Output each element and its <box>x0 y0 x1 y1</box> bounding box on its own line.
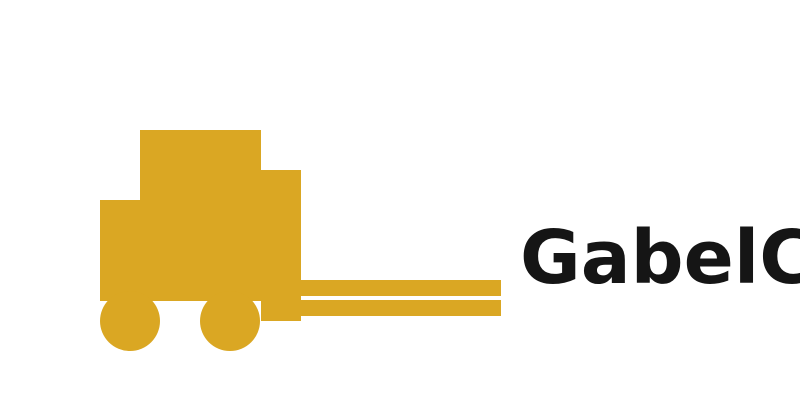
forklift-fork-upper <box>301 280 501 296</box>
forklift-mast <box>261 170 301 321</box>
forklift-fork-lower <box>301 300 501 316</box>
forklift-front-wheel <box>200 291 260 351</box>
forklift-chassis <box>100 200 261 301</box>
forklift-body <box>100 130 501 351</box>
forklift-rear-wheel <box>100 291 160 351</box>
forklift-cab <box>140 130 261 201</box>
brand-wordmark: GabelC <box>520 215 800 301</box>
